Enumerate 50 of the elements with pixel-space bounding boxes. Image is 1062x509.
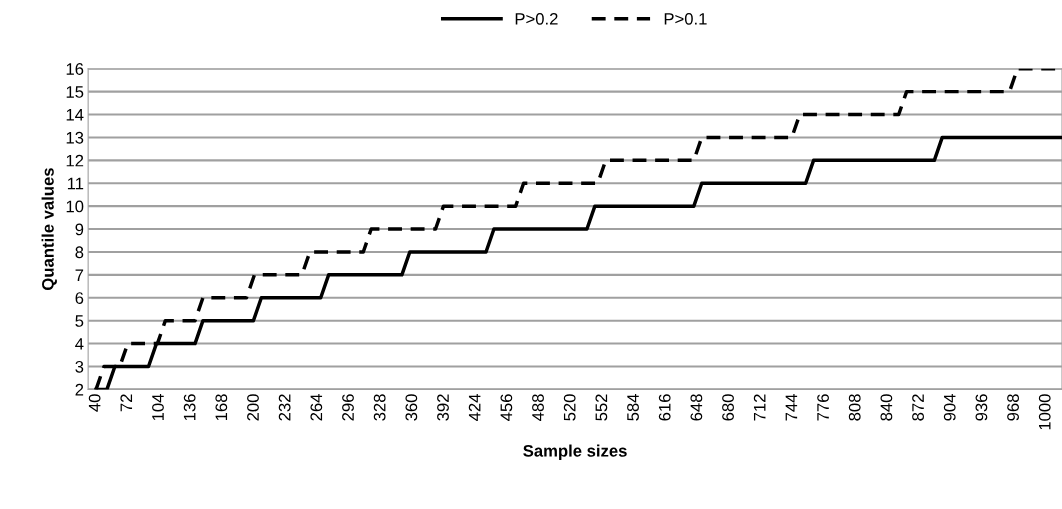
x-tick-label: 936 (975, 394, 988, 421)
y-tick-label: 15 (66, 86, 84, 98)
x-tick-label: 904 (943, 394, 956, 421)
x-tick-label: 424 (468, 394, 481, 421)
x-tick-label: 40 (88, 394, 101, 412)
x-tick-label: 616 (658, 394, 671, 421)
y-tick-label: 10 (66, 200, 84, 213)
y-tick-label: 11 (67, 177, 84, 190)
x-tick-label: 552 (595, 394, 608, 421)
x-tick-label: 328 (373, 394, 386, 421)
x-tick-label: 104 (152, 394, 164, 421)
x-tick-label: 712 (753, 394, 766, 421)
x-tick-label: 968 (1007, 394, 1019, 421)
x-tick-label: 296 (342, 394, 354, 421)
y-tick-label: 3 (75, 360, 84, 373)
x-axis-title: Sample sizes (523, 444, 627, 461)
x-tick-label: 392 (437, 394, 449, 421)
x-tick-label: 648 (690, 394, 703, 421)
x-tick-label: 872 (912, 394, 924, 421)
x-tick-label: 840 (880, 394, 893, 421)
y-tick-label: 5 (75, 315, 84, 327)
x-tick-label: 136 (183, 394, 196, 421)
y-tick-label: 12 (66, 154, 84, 167)
y-tick-label: 7 (75, 269, 84, 281)
x-tick-label: 584 (627, 394, 639, 421)
y-tick-label: 9 (75, 223, 84, 236)
x-tick-label: 488 (532, 394, 544, 421)
y-axis-title: Quantile values (41, 168, 57, 290)
x-tick-label: 520 (563, 394, 576, 421)
y-tick-label: 13 (66, 131, 84, 144)
y-tick-label: 8 (75, 246, 84, 259)
x-tick-label: 776 (817, 394, 829, 421)
x-tick-label: 744 (785, 394, 798, 421)
x-tick-label: 168 (215, 394, 228, 421)
legend-label: P>0.1 (664, 12, 707, 25)
x-tick-label: 264 (310, 394, 323, 421)
y-tick-label: 14 (66, 109, 84, 121)
y-tick-label: 2 (75, 383, 84, 396)
x-tick-label: 680 (722, 394, 734, 421)
legend-label: P>0.2 (515, 12, 558, 25)
x-tick-label: 232 (278, 394, 291, 421)
x-tick-label: 72 (120, 394, 133, 412)
y-tick-label: 16 (66, 63, 84, 75)
y-tick-label: 6 (75, 292, 84, 304)
y-tick-label: 4 (75, 338, 84, 350)
x-tick-label: 200 (247, 394, 259, 421)
x-tick-label: 808 (848, 394, 861, 421)
x-tick-label: 1000 (1038, 394, 1051, 430)
x-tick-label: 360 (405, 394, 418, 421)
x-tick-label: 456 (500, 394, 513, 421)
